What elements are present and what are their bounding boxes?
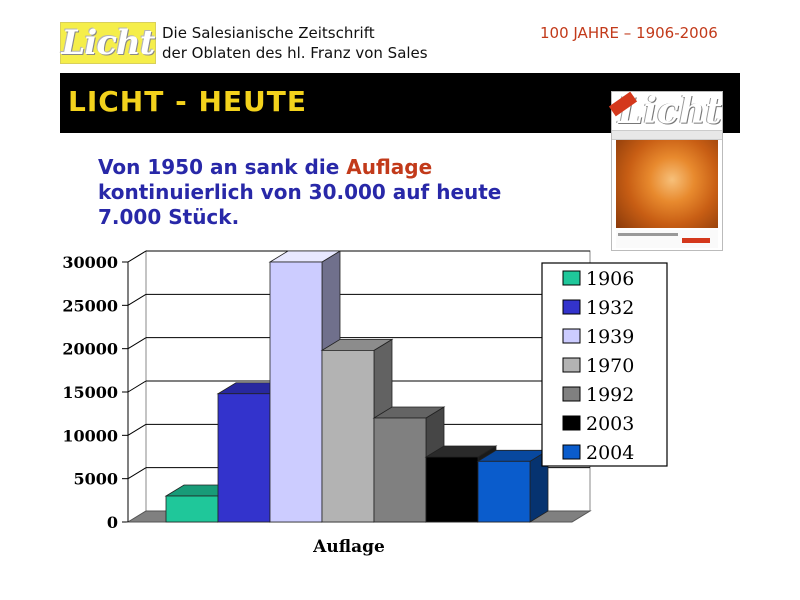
legend-swatch-1939 (562, 328, 581, 344)
y-tick-label: 5000 (73, 470, 118, 489)
y-tick-label: 10000 (62, 426, 118, 445)
bar-front-2003 (425, 456, 479, 523)
gridline-diagonal (127, 467, 147, 480)
masthead: Die Salesianische Zeitschrift der Oblate… (162, 23, 428, 63)
cover-footer-accent (682, 238, 710, 243)
legend-label-2003: 2003 (586, 413, 634, 435)
legend-swatch-2003 (562, 415, 581, 431)
legend-label-1939: 1939 (586, 326, 634, 348)
cover-footer (616, 230, 718, 248)
legend-swatch-1932 (562, 299, 581, 315)
y-tick-label: 25000 (62, 296, 118, 315)
legend-swatch-1970 (562, 357, 581, 373)
y-tick-label: 20000 (62, 340, 118, 359)
legend-label-1970: 1970 (586, 355, 634, 377)
bar-front-1906 (165, 495, 219, 523)
y-tick-label: 30000 (62, 253, 118, 272)
y-tick-label: 15000 (62, 383, 118, 402)
gridline-diagonal (127, 423, 147, 436)
legend-label-2004: 2004 (586, 442, 634, 464)
headline: Von 1950 an sank die Auflage kontinuierl… (98, 155, 518, 230)
bar-front-1992 (373, 417, 427, 523)
gridline-diagonal (127, 293, 147, 306)
headline-part-1: Von 1950 an sank die (98, 155, 347, 179)
cover-strip (612, 130, 722, 140)
legend-label-1906: 1906 (586, 268, 634, 290)
legend-swatch-2004 (562, 444, 581, 460)
bar-front-2004 (477, 460, 531, 523)
legend-label-1992: 1992 (586, 384, 634, 406)
legend-box (541, 262, 668, 467)
masthead-line-2: der Oblaten des hl. Franz von Sales (162, 44, 428, 62)
anniversary-label: 100 JAHRE – 1906-2006 (540, 24, 718, 42)
gridline-diagonal (127, 337, 147, 350)
headline-part-2: kontinuierlich von 30.000 auf heute 7.00… (98, 180, 502, 229)
bar-2004 (476, 449, 550, 523)
gridline-diagonal (127, 250, 147, 263)
magazine-cover-image: Licht (608, 91, 723, 251)
legend-swatch-1906 (562, 270, 581, 286)
masthead-line-1: Die Salesianische Zeitschrift (162, 24, 375, 42)
legend-swatch-1992 (562, 386, 581, 402)
x-axis-label: Auflage (312, 537, 385, 557)
y-tick-label: 0 (107, 513, 118, 532)
page-title: LICHT - HEUTE (68, 85, 307, 118)
cover-footer-stripe (618, 233, 678, 236)
legend-label-1932: 1932 (586, 297, 634, 319)
headline-highlight: Auflage (346, 155, 433, 179)
licht-logo: Licht (60, 22, 156, 64)
gridline-diagonal (127, 380, 147, 393)
bar-front-1939 (269, 261, 323, 523)
bar-front-1970 (321, 349, 375, 523)
bar-front-1932 (217, 393, 271, 523)
rose-photo (616, 140, 718, 228)
